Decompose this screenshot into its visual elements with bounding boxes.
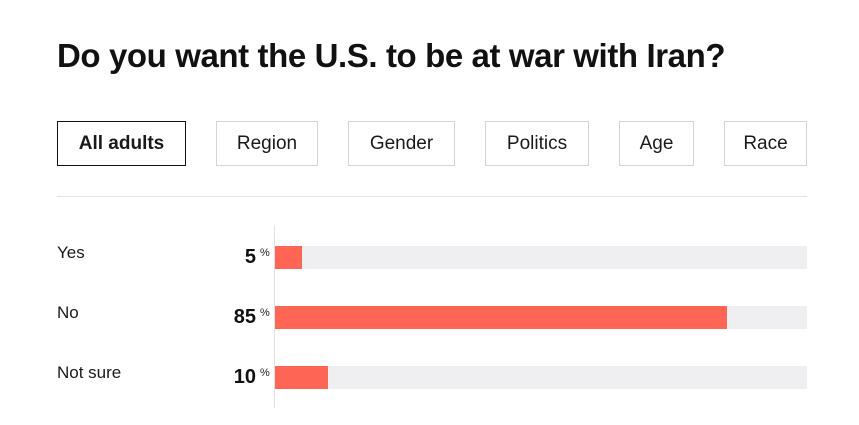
tab-gender[interactable]: Gender: [348, 121, 455, 166]
tab-race[interactable]: Race: [724, 121, 807, 166]
value-label-no: 85: [233, 306, 256, 328]
bar-track-yes: [275, 246, 807, 269]
tab-age[interactable]: Age: [619, 121, 694, 166]
value-unit-yes: %: [260, 247, 270, 259]
chart-title: Do you want the U.S. to be at war with I…: [57, 37, 726, 74]
category-label-yes: Yes: [57, 243, 85, 262]
bar-track-not-sure: [275, 366, 807, 389]
category-label-no: No: [57, 303, 79, 322]
bar-yes: [275, 246, 302, 269]
bar-not-sure: [275, 366, 328, 389]
value-unit-no: %: [260, 307, 270, 319]
tab-politics[interactable]: Politics: [485, 121, 589, 166]
value-unit-not-sure: %: [260, 367, 270, 379]
axis-line: [274, 225, 275, 408]
bar-no: [275, 306, 727, 329]
bar-track-no: [275, 306, 807, 329]
value-label-not-sure: 10: [233, 366, 256, 388]
category-label-not-sure: Not sure: [57, 363, 122, 382]
value-label-yes: 5: [244, 246, 256, 268]
tab-all-adults[interactable]: All adults: [57, 121, 186, 166]
tabs-divider: [57, 196, 807, 197]
tab-region[interactable]: Region: [216, 121, 318, 166]
